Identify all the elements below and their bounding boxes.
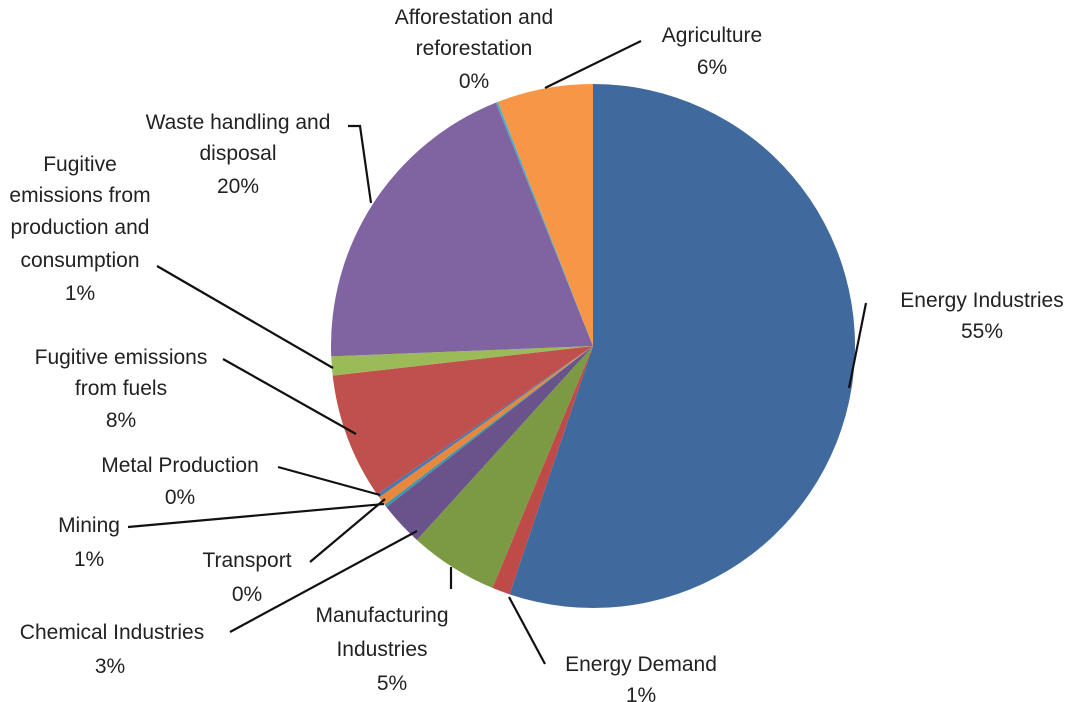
pie-slice-afforestation-and-reforestation xyxy=(495,101,593,346)
slice-name-label: Mining xyxy=(58,514,120,537)
slice-label-energy-demand: Energy Demand 1% xyxy=(565,653,717,702)
slice-label-afforestation-and-reforestation: Afforestation and reforestation 0% xyxy=(395,6,553,93)
slice-label-fugitive-emissions-from-fuels: Fugitive emissions from fuels 8% xyxy=(35,346,208,432)
slice-name-label: consumption xyxy=(20,249,139,272)
slice-label-manufacturing-industries: Manufacturing Industries 5% xyxy=(315,604,448,695)
slice-label-metal-production: Metal Production 0% xyxy=(101,454,259,509)
slice-value-label: 5% xyxy=(377,672,407,695)
slice-name-label: emissions from xyxy=(9,184,150,207)
slice-name-label: Energy Demand xyxy=(565,653,717,676)
slice-value-label: 20% xyxy=(217,175,259,198)
pie-slice-metal-production xyxy=(377,346,593,498)
leader-line-transport xyxy=(309,498,386,563)
slice-value-label: 1% xyxy=(626,684,656,702)
slice-value-label: 3% xyxy=(95,655,125,678)
slice-name-label: Metal Production xyxy=(101,454,259,477)
slice-value-label: 1% xyxy=(65,282,95,305)
leader-line-fugitive-emissions-from-production-and-consumption xyxy=(156,265,334,369)
slice-label-fugitive-emissions-from-production-and-consumption: Fugitive emissions from production and cons… xyxy=(9,153,150,305)
slice-name-label: disposal xyxy=(199,142,276,165)
pie-slice-transport xyxy=(384,346,593,508)
slice-name-label: Manufacturing xyxy=(315,604,448,627)
slice-label-energy-industries: Energy Industries 55% xyxy=(900,289,1063,343)
slice-value-label: 0% xyxy=(232,583,262,606)
pie-slice-agriculture xyxy=(497,84,593,346)
slice-name-label: Industries xyxy=(336,638,427,661)
slice-label-waste-handling-and-disposal: Waste handling and disposal 20% xyxy=(146,111,331,198)
slice-labels: Energy Industries 55% Energy Demand 1% Manuf… xyxy=(9,6,1063,702)
slice-label-chemical-industries: Chemical Industries 3% xyxy=(20,621,204,678)
slice-name-label: from fuels xyxy=(75,377,167,400)
pie-slice-manufacturing-industries xyxy=(416,346,593,588)
leader-line-fugitive-emissions-from-fuels xyxy=(222,358,357,435)
slice-label-transport: Transport 0% xyxy=(202,549,291,606)
slice-value-label: 1% xyxy=(74,548,104,571)
slice-name-label: Chemical Industries xyxy=(20,621,204,644)
slice-label-mining: Mining 1% xyxy=(58,514,120,571)
slice-name-label: Transport xyxy=(202,549,291,572)
slice-name-label: reforestation xyxy=(416,37,533,60)
slice-name-label: Waste handling and xyxy=(146,111,331,134)
slice-value-label: 55% xyxy=(961,320,1003,343)
leader-line-agriculture xyxy=(544,40,642,89)
slice-label-agriculture: Agriculture 6% xyxy=(662,24,762,79)
pie-slice-energy-demand xyxy=(492,346,593,595)
leader-line-energy-industries xyxy=(847,302,868,389)
leader-line-chemical-industries xyxy=(229,530,418,633)
pie-slice-energy-industries xyxy=(509,84,856,609)
slice-name-label: Agriculture xyxy=(662,24,762,47)
slice-name-label: Fugitive emissions xyxy=(35,346,208,369)
pie-slice-fugitive-emissions-from-production-and-consumption xyxy=(331,346,593,376)
slice-value-label: 8% xyxy=(106,409,136,432)
pie-slice-fugitive-emissions-from-fuels xyxy=(332,346,593,495)
pie-slice-waste-handling-and-disposal xyxy=(331,102,593,357)
slice-value-label: 6% xyxy=(697,56,727,79)
slice-value-label: 0% xyxy=(165,486,195,509)
leader-line-energy-demand xyxy=(508,596,546,665)
pie-slice-mining xyxy=(379,346,593,505)
slice-name-label: production and xyxy=(11,216,150,239)
slice-value-label: 0% xyxy=(459,70,489,93)
pie-slices xyxy=(331,84,856,609)
leader-line-mining xyxy=(127,502,385,529)
leader-line-waste-handling-and-disposal xyxy=(348,124,373,204)
slice-name-label: Fugitive xyxy=(43,153,117,176)
pie-slice-chemical-industries xyxy=(386,346,593,540)
leader-line-metal-production xyxy=(277,465,381,497)
slice-name-label: Energy Industries xyxy=(900,289,1063,312)
leader-lines xyxy=(127,40,868,665)
slice-name-label: Afforestation and xyxy=(395,6,553,29)
